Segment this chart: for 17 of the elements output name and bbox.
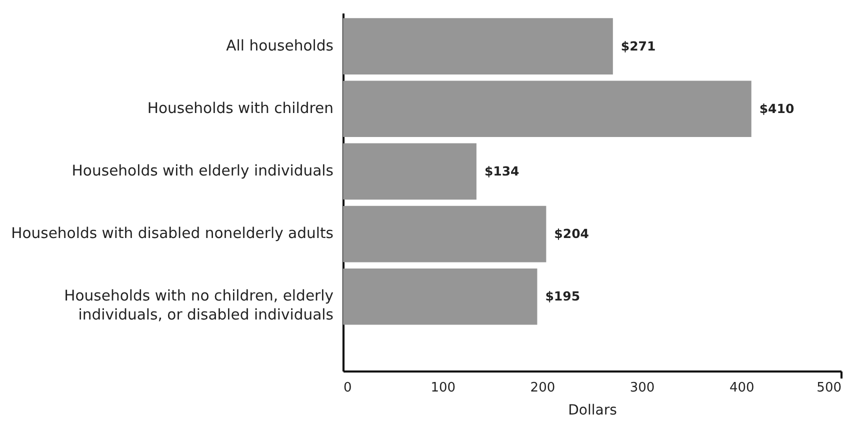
x-tick-label: 100	[430, 380, 456, 396]
y-tick-label: Households with disabled nonelderly adults	[11, 225, 334, 242]
data-label: $195	[545, 288, 580, 304]
data-label: $410	[759, 100, 794, 116]
x-tick-label: 200	[530, 380, 556, 396]
data-label: $271	[620, 38, 656, 54]
y-tick-label: All households	[226, 37, 334, 54]
y-tick-label: Households with elderly individuals	[72, 162, 334, 180]
x-tick-label: 400	[729, 380, 754, 396]
data-label: $134	[484, 163, 520, 178]
x-tick-label: 0	[344, 380, 352, 396]
x-tick-label: 300	[630, 380, 655, 396]
data-label: $204	[554, 226, 590, 242]
x-axis-title: Dollars	[568, 402, 617, 418]
x-tick-label: 500	[816, 380, 842, 396]
y-tick-label: Households with children	[147, 100, 334, 117]
y-tick-label: Households with no children, elderly individuals, or disabled individuals	[64, 288, 334, 324]
